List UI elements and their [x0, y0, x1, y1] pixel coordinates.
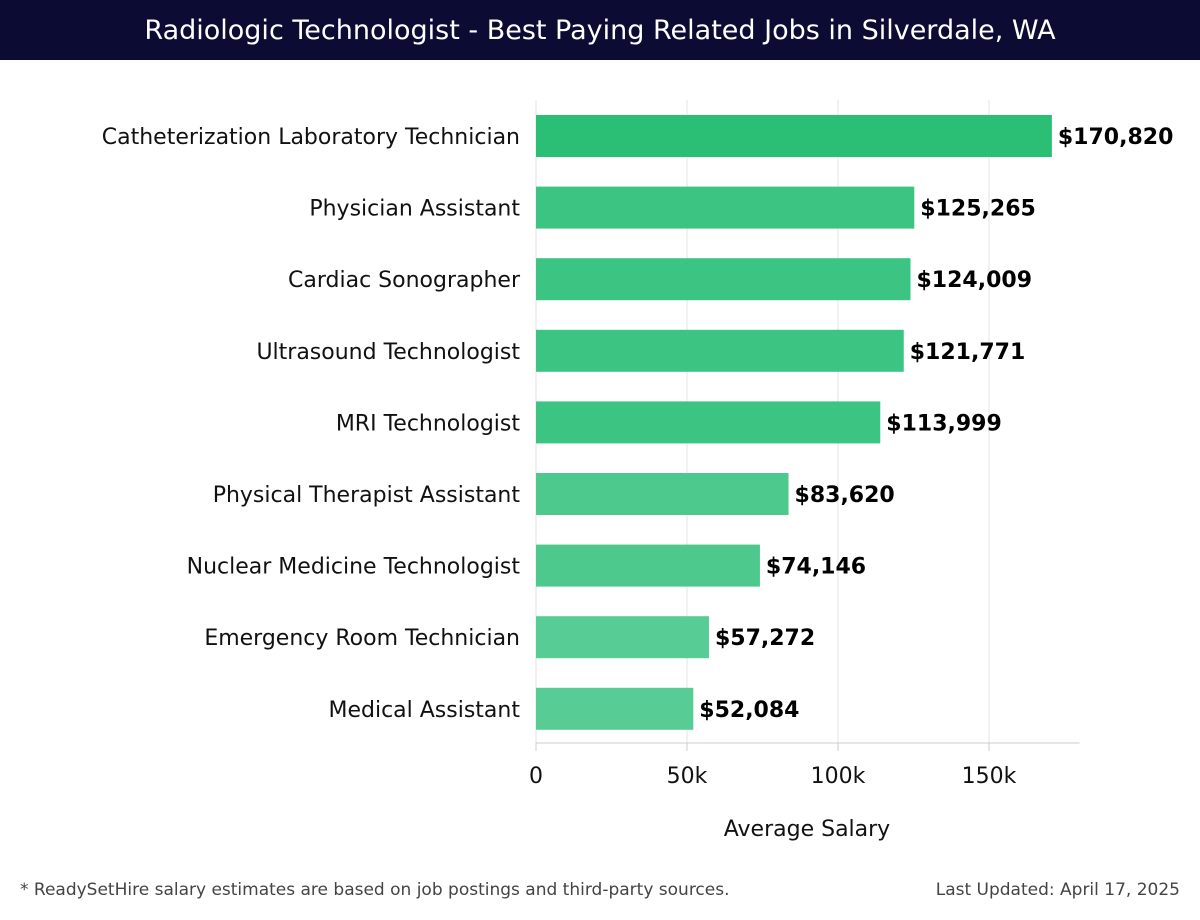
bars — [536, 115, 1052, 730]
x-axis: 0 50k 100k 150k — [529, 742, 1080, 789]
bar-value-label: $57,272 — [715, 626, 815, 651]
bar-value-label: $52,084 — [699, 698, 799, 723]
bar-value-label: $113,999 — [886, 411, 1002, 436]
x-tick-label: 50k — [667, 764, 708, 789]
category-label: Emergency Room Technician — [204, 626, 520, 651]
category-label: MRI Technologist — [336, 411, 521, 436]
bar — [536, 401, 881, 444]
category-label: Nuclear Medicine Technologist — [187, 555, 521, 580]
bar — [536, 616, 709, 659]
category-label: Catheterization Laboratory Technician — [102, 125, 520, 150]
footer-note: * ReadySetHire salary estimates are base… — [20, 880, 730, 900]
bar — [536, 473, 789, 515]
x-tick-label: 150k — [962, 764, 1017, 789]
bar — [536, 687, 694, 730]
x-tick-label: 100k — [811, 764, 866, 789]
bar-value-label: $124,009 — [917, 268, 1033, 293]
chart-title: Radiologic Technologist - Best Paying Re… — [0, 0, 1200, 60]
bar-value-label: $170,820 — [1058, 125, 1174, 150]
bar — [536, 544, 760, 587]
x-tick-label: 0 — [529, 764, 543, 789]
bar-value-label: $83,620 — [795, 483, 895, 508]
last-updated: Last Updated: April 17, 2025 — [935, 880, 1180, 900]
bar-value-label: $74,146 — [766, 555, 866, 580]
bar-chart: 0 50k 100k 150k $170,820 Catheterization Lab… — [102, 100, 1174, 842]
bar — [536, 186, 915, 229]
category-label: Physical Therapist Assistant — [213, 483, 521, 508]
bar — [536, 258, 911, 301]
category-label: Physician Assistant — [309, 197, 520, 222]
x-axis-label: Average Salary — [724, 817, 890, 842]
category-label: Medical Assistant — [328, 698, 520, 723]
bar-value-label: $121,771 — [910, 340, 1026, 365]
bar — [536, 329, 904, 372]
category-label: Ultrasound Technologist — [256, 340, 520, 365]
category-label: Cardiac Sonographer — [288, 268, 521, 293]
bar-value-label: $125,265 — [920, 197, 1036, 222]
category-labels: $170,820 Catheterization Laboratory Techn… — [102, 125, 1174, 723]
bar — [536, 115, 1052, 157]
